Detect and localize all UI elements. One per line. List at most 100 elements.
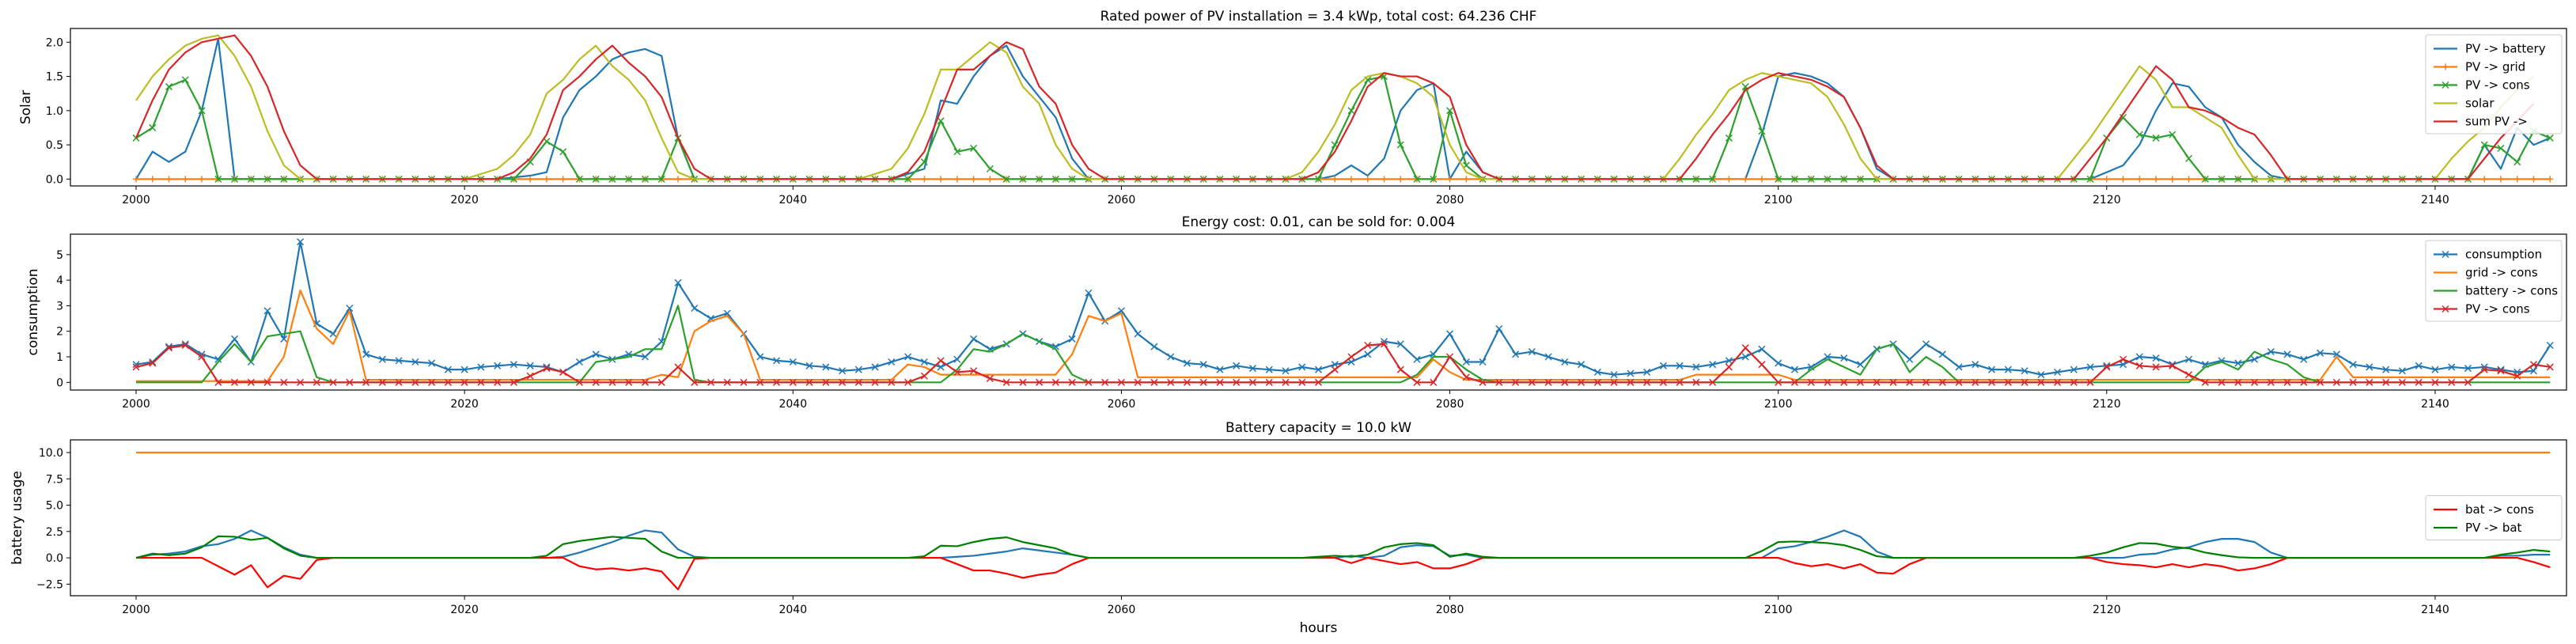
data-point [2054,378,2062,386]
data-point [199,176,206,183]
data-point [1183,359,1191,367]
series-line [136,289,2551,382]
data-point [740,378,748,386]
legend-item-consumption: consumption [2434,248,2542,262]
data-point [2021,378,2029,386]
data-point [1430,175,1438,183]
series-consumption [132,238,2554,379]
data-point [986,374,994,382]
data-point [2317,378,2324,386]
legend-item-pv-cons: PV -> cons [2434,78,2530,93]
data-point [1331,361,1339,369]
legend-marker [2442,305,2449,313]
data-point [1051,175,1059,183]
x-tick-label: 2020 [450,604,479,616]
data-point [888,358,896,366]
data-point [2332,350,2340,358]
data-point [2136,176,2143,183]
data-point [2201,378,2209,386]
data-point [1873,378,1881,386]
data-point [1659,378,1667,386]
legend-label: PV -> grid [2465,60,2525,74]
data-point [460,366,468,373]
data-point [1593,368,1601,376]
data-point [625,378,633,386]
data-point [198,107,206,115]
data-point [2037,378,2045,386]
legend-item-solar: solar [2434,97,2495,111]
data-point [2529,361,2538,369]
data-point [2349,378,2357,386]
data-point [165,344,173,352]
legend-label: PV -> cons [2465,302,2530,316]
data-point [1446,176,1453,183]
data-point [362,378,370,386]
data-point [543,176,550,183]
data-point [2185,154,2193,162]
data-point [575,378,583,386]
data-point [297,238,305,246]
data-point [2054,368,2062,376]
x-tick-label: 2120 [2093,604,2121,616]
data-point [1742,176,1749,183]
data-point [641,175,650,183]
data-point [1479,358,1487,366]
y-tick-label: 0.0 [46,173,63,186]
data-point [1741,344,1749,352]
y-tick-label: 0.5 [46,139,63,152]
data-point [2037,371,2045,379]
data-point [1790,366,1798,373]
data-point [1085,378,1093,386]
data-point [1495,378,1503,386]
data-point [2086,175,2094,183]
data-point [2497,367,2505,375]
y-tick-label: 1.0 [46,105,63,118]
x-tick-label: 2000 [122,604,150,616]
data-point [149,359,157,367]
data-point [428,359,436,367]
data-point [1512,350,1520,358]
x-tick-label: 2100 [1764,194,1793,206]
data-point [1856,361,1865,369]
data-point [1676,362,1684,369]
data-point [1248,378,1257,386]
data-point [1397,176,1404,183]
data-point [1758,176,1765,183]
subplot-title: Energy cost: 0.01, can be sold for: 0.00… [1182,214,1456,230]
data-point [2185,371,2193,379]
data-point [2317,349,2324,357]
x-tick-label: 2000 [122,398,150,411]
data-point [822,378,830,386]
data-point [231,378,239,386]
data-point [920,358,928,366]
data-point [1019,175,1027,183]
x-tick-label: 2060 [1108,194,1136,206]
data-point [181,76,189,84]
data-point [1692,175,1700,183]
legend-item-pv-grid: PV -> grid [2434,60,2525,74]
data-point [214,175,222,183]
data-point [2070,378,2078,386]
data-point [1117,378,1125,386]
data-point [707,378,715,386]
data-point [2481,176,2488,183]
y-tick-label: 1.5 [46,71,63,84]
data-point [938,176,945,183]
data-point [2513,158,2521,166]
legend-label: PV -> cons [2465,78,2530,93]
data-point [526,372,534,380]
series-line [135,37,2551,180]
data-point [657,175,665,183]
data-point [1446,353,1454,361]
data-point [510,378,517,386]
data-point [527,176,534,183]
subplot-title: Battery capacity = 10.0 kW [1225,420,1411,436]
data-point [395,378,403,386]
data-point [1479,378,1487,386]
data-point [1840,378,1848,386]
data-point [2349,361,2357,369]
legend-label: PV -> battery [2465,42,2546,56]
data-point [723,309,731,317]
data-point [953,176,960,183]
data-point [2086,363,2094,371]
